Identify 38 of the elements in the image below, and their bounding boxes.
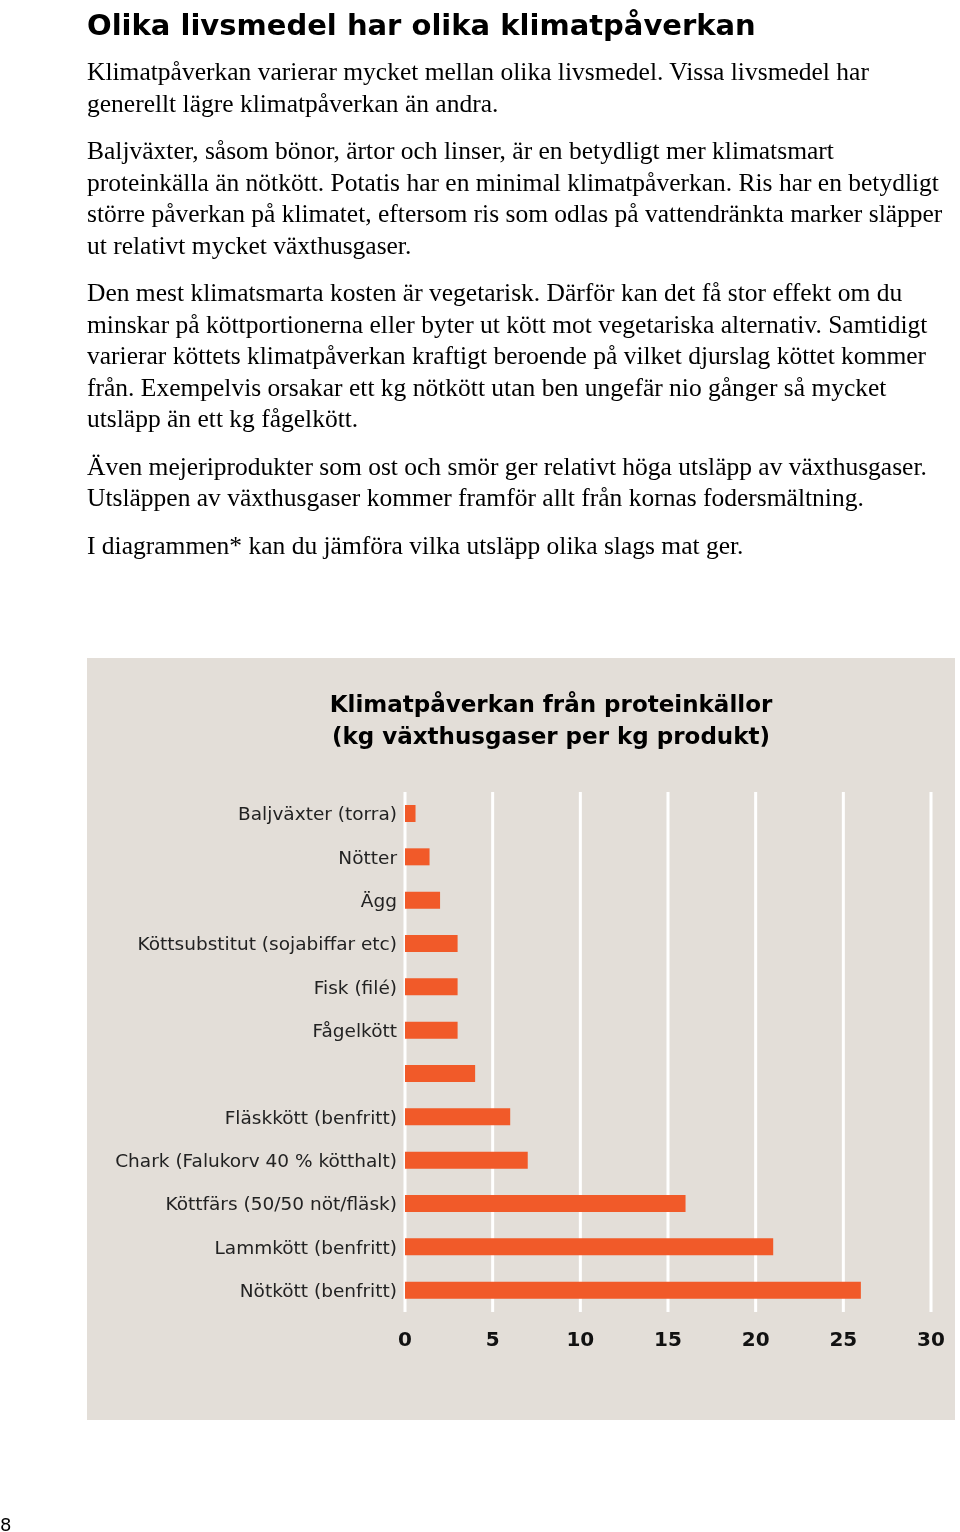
y-tick-label: Nötkött (benfritt) xyxy=(239,1279,397,1301)
x-tick-label: 10 xyxy=(566,1327,595,1352)
x-tick-label: 30 xyxy=(917,1327,945,1352)
chart-subtitle: Klimatpåverkan från proteinkällor (kg växthusgaser per kg produkt) xyxy=(328,690,774,751)
bar xyxy=(405,1065,476,1082)
text: Klimatpåverkan varierar mycket mellan olika livsmedel. Vissa livsmedel har generellt lägre klimatpåverkan än andra. xyxy=(87,56,870,119)
chart-title: Olika livsmedel har olika klimatpåverkan xyxy=(87,8,757,42)
text: Baljväxter, såsom bönor, ärtor och linser, är en betydligt mer klimatsmart proteinkälla än nötkött. Potatis har en minimal klimatpåverkan. Ris har en betydligt större påverkan på klimatet, eftersom ris som odlas på vattendränkta marker släpper ut relativt mycket växthusgaser. xyxy=(87,135,944,261)
bar xyxy=(405,805,416,822)
y-tick-label: Fisk (filé) xyxy=(313,976,397,998)
x-tick-label: 20 xyxy=(741,1327,770,1352)
y-tick-label: Fläskkött (benfritt) xyxy=(224,1106,397,1128)
bar xyxy=(405,848,430,866)
bar xyxy=(405,1151,528,1169)
x-tick-label: 5 xyxy=(485,1327,500,1352)
x-tick-label: 15 xyxy=(654,1327,682,1352)
bar xyxy=(405,1238,774,1256)
bar xyxy=(405,935,458,952)
y-tick-label: Fågelkött xyxy=(312,1019,397,1041)
y-tick-label: Nötter xyxy=(338,846,398,868)
x-tick-label: 0 xyxy=(398,1327,412,1352)
bar xyxy=(405,1021,458,1039)
bar xyxy=(405,1108,511,1126)
bar xyxy=(405,1281,861,1299)
text: 8 xyxy=(0,1514,12,1532)
bar xyxy=(405,978,458,996)
y-tick-label: Köttsubstitut (sojabiffar etc) xyxy=(137,933,397,955)
y-tick-label: Chark (Falukorv 40 % kötthalt) xyxy=(115,1149,397,1171)
text: Även mejeriprodukter som ost och smör ger relativt höga utsläpp av växthusgaser. Utsläppen av växthusgaser kommer framför allt från kornas fodersmältning. xyxy=(87,450,928,514)
y-tick-label: Lammkött (benfritt) xyxy=(214,1236,397,1258)
y-tick-label: Köttfärs (50/50 nöt/fläsk) xyxy=(165,1193,397,1215)
y-tick-label: Baljväxter (torra) xyxy=(238,803,397,825)
x-tick-label: 25 xyxy=(829,1327,858,1352)
bar xyxy=(405,1195,686,1212)
y-tick-label: Ägg xyxy=(360,889,397,911)
bar xyxy=(405,891,441,909)
text: I diagrammen* kan du jämföra vilka utsläpp olika slags mat ger. xyxy=(87,529,745,561)
text: Den mest klimatsmarta kosten är vegetarisk. Därför kan det få stor effekt om du minskar på köttportionerna eller byter ut kött mot vegetariska alternativ. Samtidigt varierar köttets klimatpåverkan kraftigt beroende på vilket djurslag köttet kommer från. Exempelvis orsakar ett kg nötkött utan ben ungefär nio gånger så mycket utsläpp än ett kg fågelkött. xyxy=(87,277,929,435)
